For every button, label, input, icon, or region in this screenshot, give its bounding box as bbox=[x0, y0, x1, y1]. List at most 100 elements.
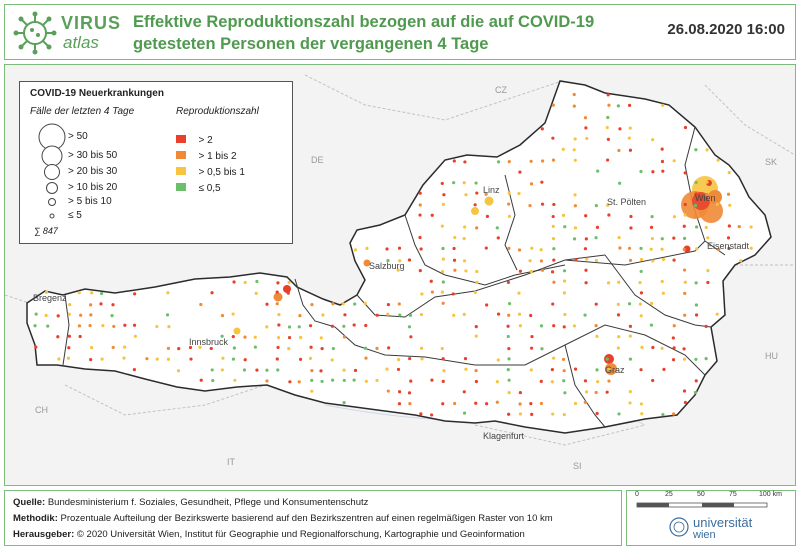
city-label-bregenz: Bregenz bbox=[33, 293, 67, 303]
grid-dot bbox=[530, 346, 534, 350]
grid-dot bbox=[88, 323, 92, 328]
grid-dot bbox=[518, 391, 522, 395]
grid-dot bbox=[717, 248, 721, 252]
header-panel: VIRUS atlas Effektive Reproduktionszahl … bbox=[4, 4, 796, 60]
grid-dot bbox=[440, 224, 444, 228]
grid-dot bbox=[584, 281, 588, 285]
scalebar-panel: 0 25 50 75 100 km universität wien bbox=[626, 490, 796, 546]
legend-color-label-4: ≤ 0,5 bbox=[198, 183, 221, 194]
grid-dot bbox=[363, 301, 367, 305]
grid-dot bbox=[474, 181, 478, 185]
grid-dot bbox=[442, 193, 446, 197]
grid-dot bbox=[310, 378, 314, 382]
grid-dot bbox=[727, 224, 731, 228]
grid-dot bbox=[77, 324, 82, 328]
grid-dot bbox=[628, 258, 633, 262]
grid-dot bbox=[407, 391, 412, 395]
grid-dot bbox=[651, 378, 655, 383]
grid-dot bbox=[594, 258, 599, 263]
scale-tick-0: 0 bbox=[635, 491, 639, 498]
grid-dot bbox=[540, 127, 544, 131]
legend-swatch-1 bbox=[176, 134, 186, 143]
grid-dot bbox=[276, 336, 281, 340]
grid-dot bbox=[485, 303, 489, 307]
grid-dot bbox=[695, 247, 699, 251]
footer-publisher-text: © 2020 Universität Wien, Institut für Ge… bbox=[76, 529, 525, 540]
legend-size-class-1: > 50 bbox=[68, 131, 88, 142]
grid-dot bbox=[310, 303, 314, 307]
grid-dot bbox=[671, 358, 676, 362]
city-label-linz: Linz bbox=[483, 185, 500, 195]
grid-dot bbox=[276, 345, 280, 350]
grid-dot bbox=[507, 246, 511, 250]
grid-dot bbox=[419, 312, 424, 317]
grid-dot bbox=[364, 356, 368, 360]
grid-dot bbox=[638, 280, 642, 285]
grid-dot bbox=[463, 356, 468, 361]
legend-color-label-3: > 0,5 bis 1 bbox=[198, 167, 245, 178]
grid-dot bbox=[573, 158, 577, 162]
grid-dot bbox=[287, 280, 291, 284]
grid-dot bbox=[418, 203, 422, 207]
grid-dot bbox=[441, 280, 445, 284]
grid-dot bbox=[407, 258, 412, 262]
grid-dot bbox=[596, 380, 600, 384]
grid-dot bbox=[231, 312, 235, 316]
grid-dot bbox=[398, 313, 402, 317]
grid-dot bbox=[133, 334, 138, 338]
page-title: Effektive Reproduktionszahl bezogen auf … bbox=[133, 11, 653, 55]
neighbor-borders bbox=[5, 74, 795, 446]
grid-dot bbox=[353, 302, 357, 306]
grid-dot bbox=[100, 357, 104, 361]
grid-dot bbox=[529, 313, 533, 318]
grid-dot bbox=[518, 412, 523, 416]
grid-dot bbox=[561, 357, 566, 362]
grid-dot bbox=[101, 324, 105, 328]
grid-dot bbox=[34, 345, 38, 349]
grid-dot bbox=[651, 170, 655, 174]
grid-dot bbox=[484, 246, 488, 250]
country-label-it: IT bbox=[227, 457, 235, 467]
grid-dot bbox=[661, 291, 665, 295]
grid-dot bbox=[551, 103, 555, 107]
grid-dot bbox=[563, 225, 567, 229]
grid-dot bbox=[396, 268, 400, 272]
grid-dot bbox=[683, 171, 687, 175]
grid-dot bbox=[111, 303, 115, 307]
grid-dot bbox=[463, 160, 467, 164]
grid-dot bbox=[706, 280, 710, 285]
grid-dot bbox=[627, 103, 632, 107]
grid-dot bbox=[660, 247, 664, 251]
grid-dot bbox=[650, 215, 654, 219]
grid-dot bbox=[618, 181, 622, 185]
grid-dot bbox=[276, 368, 280, 372]
state-borders bbox=[62, 126, 726, 428]
grid-dot bbox=[397, 390, 402, 394]
grid-dot bbox=[507, 357, 511, 361]
grid-dot bbox=[507, 214, 511, 219]
grid-dot bbox=[220, 368, 224, 372]
grid-dot bbox=[343, 313, 347, 317]
grid-dot bbox=[462, 181, 466, 185]
grid-dot bbox=[275, 290, 279, 294]
grid-dot bbox=[660, 346, 664, 350]
country-label-cz: CZ bbox=[495, 85, 507, 95]
grid-dot bbox=[34, 312, 38, 316]
grid-dot bbox=[661, 413, 665, 417]
grid-dot bbox=[485, 214, 490, 218]
grid-dot bbox=[441, 402, 445, 406]
grid-dot bbox=[552, 247, 556, 251]
grid-dot bbox=[517, 312, 522, 316]
grid-dot bbox=[396, 367, 401, 372]
grid-dot bbox=[529, 159, 533, 163]
footer-method: Methodik: Prozentuale Aufteilung der Bez… bbox=[13, 513, 553, 524]
grid-dot bbox=[606, 203, 610, 207]
grid-dot bbox=[209, 346, 213, 351]
grid-dot bbox=[462, 390, 466, 394]
grid-dot bbox=[562, 291, 567, 295]
grid-dot bbox=[616, 302, 620, 306]
grid-dot bbox=[518, 402, 522, 406]
grid-dot bbox=[583, 116, 588, 120]
grid-dot bbox=[506, 280, 510, 285]
country-label-de: DE bbox=[311, 155, 324, 165]
